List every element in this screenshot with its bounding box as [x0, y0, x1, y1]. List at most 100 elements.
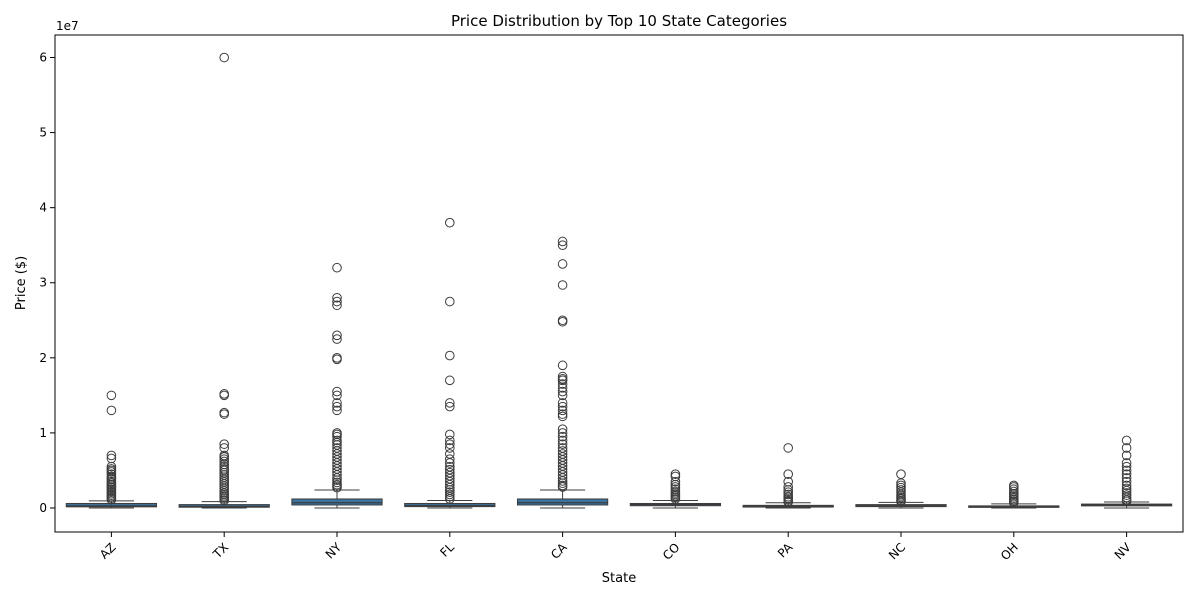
outlier-point	[332, 477, 342, 488]
outlier-point	[557, 379, 568, 389]
outlier-point	[1121, 458, 1132, 468]
outlier-point	[445, 494, 455, 504]
outlier-point	[1121, 450, 1132, 461]
outlier-point	[557, 375, 568, 386]
plot-area	[65, 52, 1173, 509]
outlier-point	[332, 435, 342, 446]
outlier-point	[106, 461, 117, 472]
x-tick-label: PA	[775, 540, 796, 561]
x-tick-label: OH	[998, 540, 1021, 563]
outlier-point	[332, 405, 342, 416]
outlier-point	[1121, 480, 1132, 491]
outlier-point	[332, 262, 342, 273]
x-axis-ticks: AZ TX NY FL CA CO PA NC OH NV	[97, 532, 1134, 563]
x-tick-label: TX	[210, 540, 232, 562]
outlier-point	[557, 411, 568, 422]
box-group-tx	[178, 52, 270, 509]
outlier-point	[445, 439, 455, 449]
outlier-point	[445, 429, 455, 440]
y-tick-label: 0	[39, 501, 47, 515]
outlier-point	[557, 398, 568, 408]
outlier-point	[106, 390, 117, 401]
outlier-point	[219, 409, 229, 419]
outlier-point	[557, 383, 568, 393]
y-tick-label: 3	[39, 276, 47, 290]
outlier-point	[1121, 465, 1132, 476]
x-tick-label: FL	[437, 540, 457, 560]
outlier-point	[445, 489, 455, 500]
outlier-point	[106, 467, 117, 477]
y-axis-label: Price ($)	[14, 256, 29, 310]
outlier-point	[1121, 473, 1132, 483]
iqr-box	[65, 502, 158, 508]
outlier-point	[445, 454, 455, 464]
outlier-point	[332, 334, 342, 344]
outlier-point	[332, 470, 342, 480]
iqr-box	[516, 498, 609, 506]
outlier-point	[670, 469, 681, 479]
outlier-point	[557, 409, 568, 419]
outlier-point	[783, 482, 794, 492]
outlier-point	[1121, 461, 1132, 472]
outlier-point	[1121, 490, 1132, 501]
box-group-pa	[742, 443, 834, 509]
x-tick-label: CA	[548, 540, 570, 562]
outlier-point	[445, 449, 455, 459]
outlier-point	[783, 489, 794, 500]
outlier-point	[1009, 497, 1019, 508]
outlier-point	[445, 487, 455, 498]
box-group-oh	[968, 480, 1060, 509]
outlier-point	[332, 398, 342, 408]
outlier-point	[670, 471, 681, 482]
outlier-point	[557, 482, 568, 492]
outlier-point	[445, 375, 455, 386]
outlier-point	[445, 479, 455, 490]
outlier-point	[1121, 469, 1132, 479]
outlier-point	[332, 386, 342, 397]
x-tick-label: AZ	[97, 540, 119, 562]
y-axis-ticks: 0 1 2 3 4 5 6	[39, 51, 55, 515]
outlier-point	[332, 300, 342, 311]
outlier-point	[445, 458, 455, 468]
outlier-point	[445, 401, 455, 412]
outlier-point	[445, 217, 455, 228]
outlier-point	[332, 437, 342, 448]
outlier-point	[332, 401, 342, 412]
outlier-point	[445, 435, 455, 446]
outlier-point	[557, 360, 568, 371]
outlier-point	[557, 280, 568, 290]
outlier-point	[219, 454, 229, 464]
plot-frame	[54, 34, 1184, 533]
outlier-point	[1121, 492, 1132, 503]
outlier-point	[1121, 443, 1132, 453]
outlier-point	[332, 475, 342, 485]
outlier-point	[557, 390, 568, 401]
box-group-ca	[516, 236, 609, 509]
outlier-point	[332, 330, 342, 341]
y-tick-label: 4	[39, 201, 47, 215]
outlier-point	[332, 292, 342, 303]
outlier-point	[445, 398, 455, 408]
outlier-point	[557, 439, 568, 449]
outlier-point	[557, 386, 568, 397]
outlier-point	[445, 443, 455, 453]
box-group-co	[629, 469, 722, 509]
outlier-point	[106, 494, 117, 505]
outlier-point	[557, 259, 568, 269]
outlier-point	[557, 431, 568, 442]
outlier-point	[557, 401, 568, 412]
outlier-point	[219, 452, 229, 462]
iqr-box	[291, 498, 383, 506]
outlier-point	[896, 469, 906, 479]
outlier-point	[219, 495, 229, 506]
outlier-point	[1121, 435, 1132, 446]
outlier-point	[783, 469, 794, 479]
outlier-point	[896, 496, 906, 507]
outlier-point	[557, 428, 568, 438]
outlier-point	[557, 236, 568, 247]
x-tick-label: NY	[323, 540, 345, 562]
box-group-nv	[1080, 435, 1173, 509]
outlier-point	[557, 371, 568, 382]
outlier-point	[557, 435, 568, 446]
x-tick-label: CO	[660, 540, 683, 563]
